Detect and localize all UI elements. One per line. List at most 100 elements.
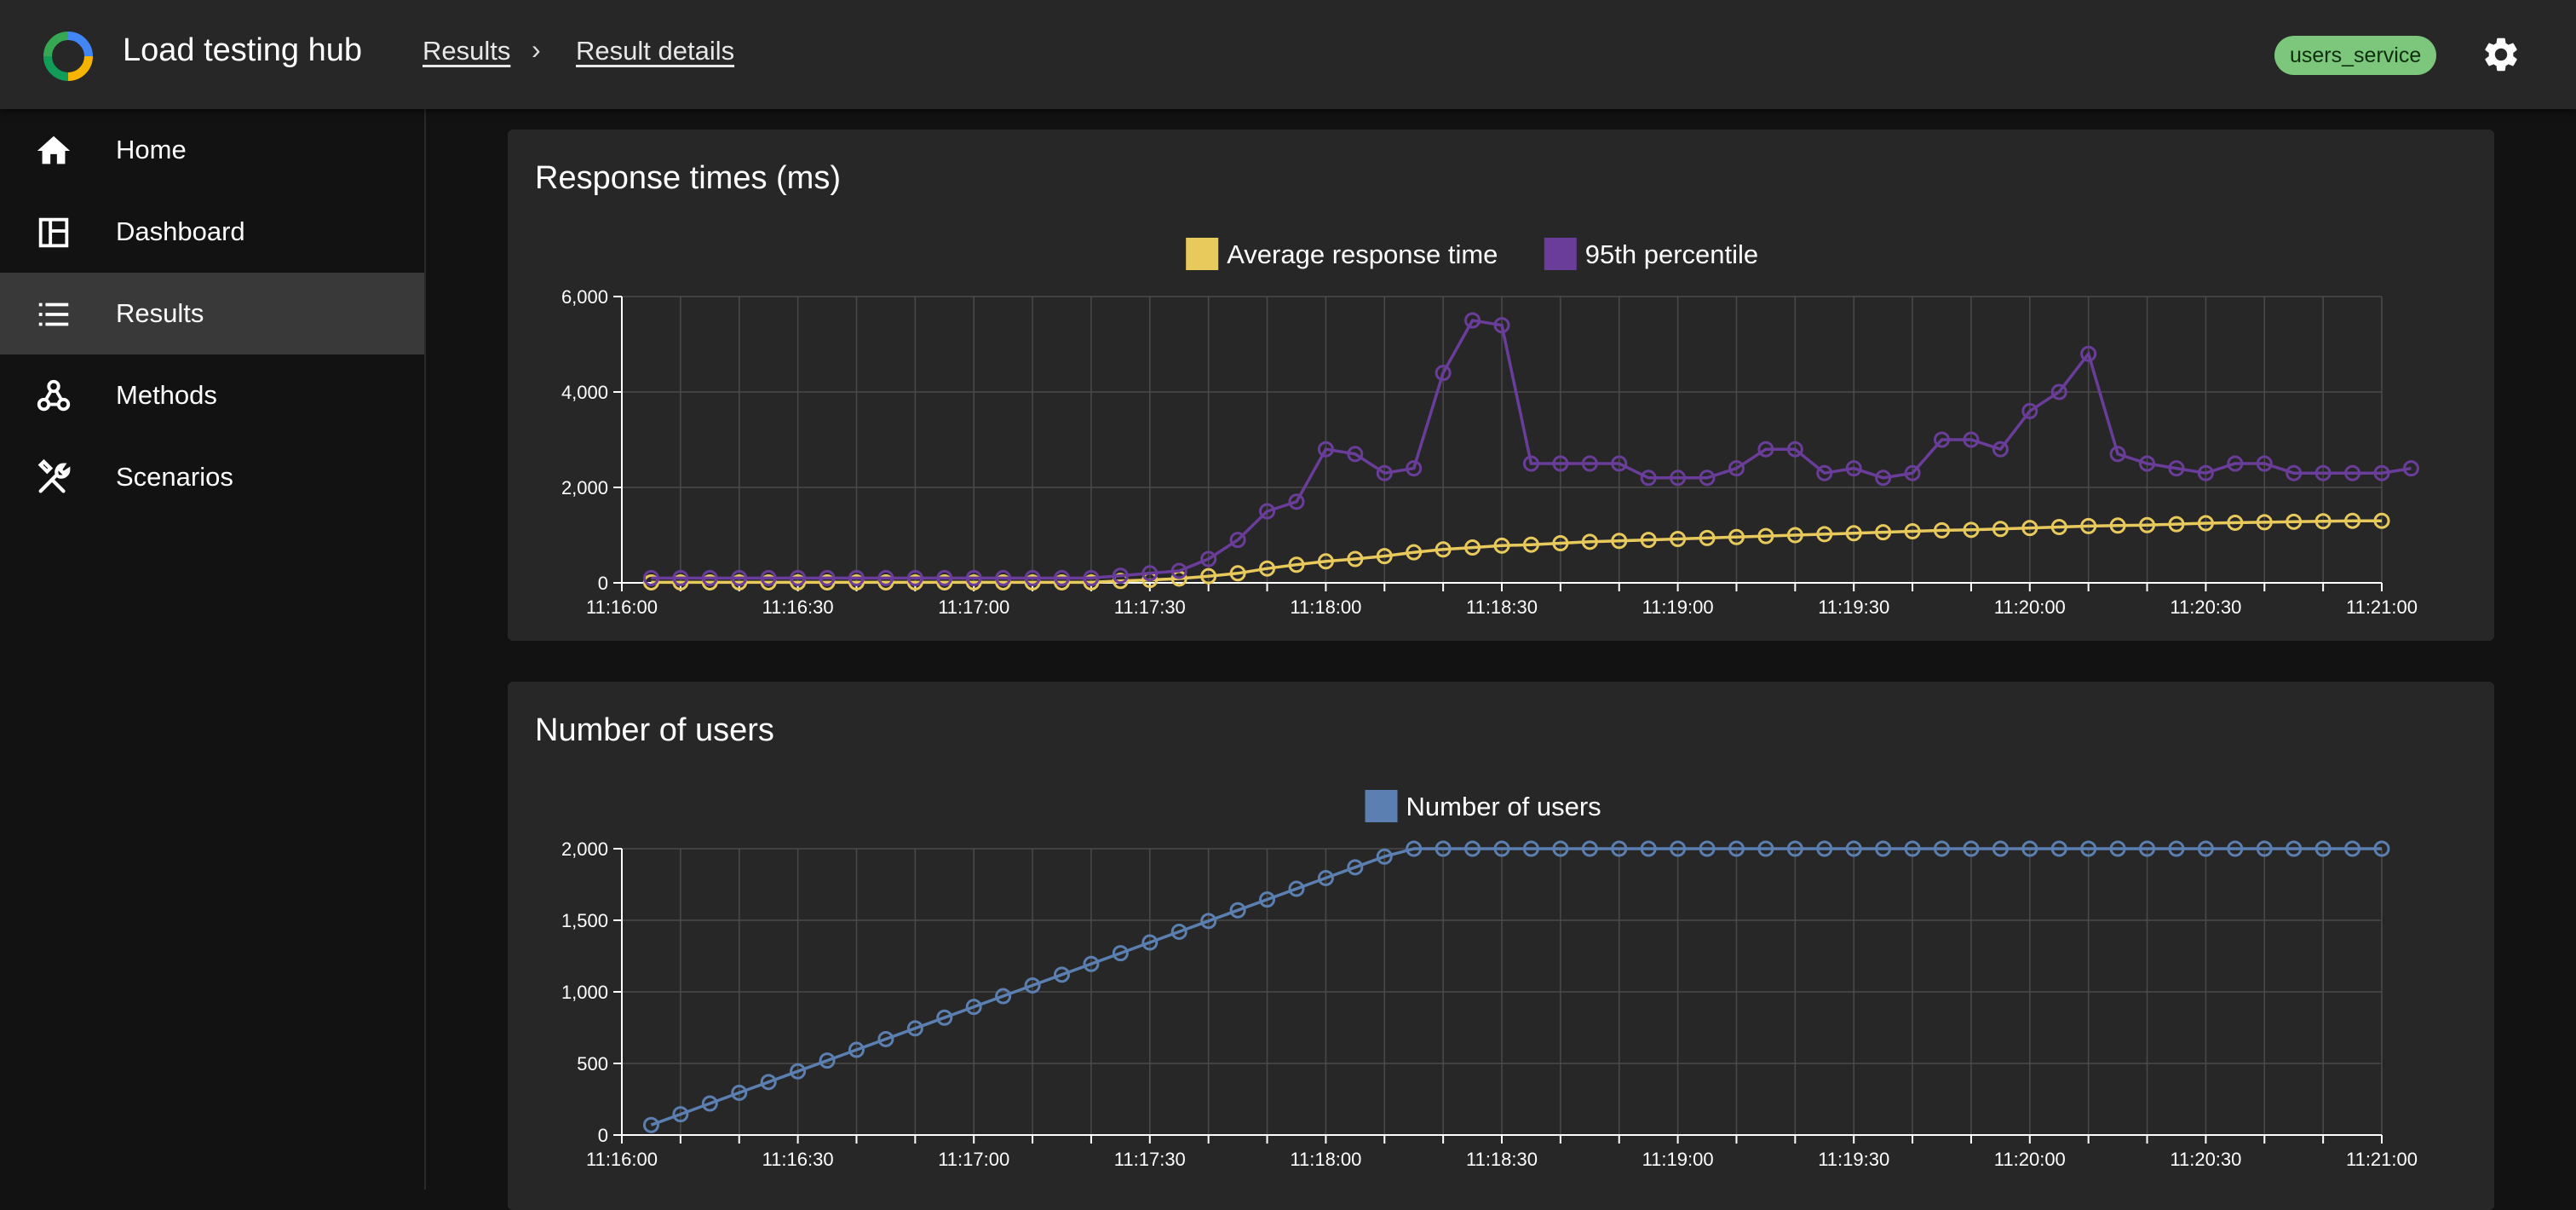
data-point [1317, 869, 1334, 886]
data-point [1406, 840, 1423, 857]
data-point [995, 569, 1012, 586]
sidebar-item-dashboard[interactable]: Dashboard [0, 191, 424, 273]
x-tick-label: 11:19:30 [1818, 596, 1889, 618]
data-point [819, 569, 836, 586]
data-point [1845, 460, 1862, 477]
data-point [906, 1020, 923, 1037]
data-point [1317, 441, 1334, 458]
data-point [1464, 312, 1481, 329]
legend-swatch [1186, 238, 1219, 270]
data-point [1992, 521, 2009, 538]
sidebar-item-label: Home [116, 135, 187, 164]
home-icon [37, 135, 71, 164]
y-tick-label: 6,000 [561, 286, 608, 308]
x-tick-label: 11:18:00 [1290, 1149, 1361, 1170]
x-tick-label: 11:21:00 [2346, 1149, 2418, 1170]
users-card: Number of users Number of users 0 500 1,000… [508, 682, 2494, 1210]
data-point [1552, 535, 1569, 552]
data-point [1670, 840, 1687, 857]
data-point [965, 569, 982, 586]
data-point [2373, 464, 2390, 481]
data-point [1493, 317, 1510, 334]
data-point [1054, 569, 1070, 586]
data-point [1552, 840, 1569, 857]
data-point [1611, 455, 1628, 472]
chart-legend: Number of users [1365, 790, 1601, 822]
y-tick-label: 500 [577, 1053, 608, 1075]
data-point [1464, 840, 1481, 857]
data-point [1816, 464, 1833, 481]
data-point [2314, 464, 2332, 481]
data-point [2080, 345, 2097, 362]
data-point [1522, 455, 1539, 472]
data-point [2197, 464, 2214, 481]
sidebar-item-label: Dashboard [116, 216, 245, 246]
sidebar-item-scenarios[interactable]: Scenarios [0, 436, 424, 518]
data-point [877, 1030, 894, 1047]
data-point [995, 988, 1012, 1005]
data-point [2227, 840, 2244, 857]
data-point [1581, 840, 1598, 857]
data-point [2286, 464, 2303, 481]
breadcrumb-results[interactable]: Results [423, 36, 511, 66]
data-point [1552, 455, 1569, 472]
data-point [819, 1052, 836, 1069]
x-tick-label: 11:20:30 [2170, 1149, 2241, 1170]
data-point [2080, 840, 2097, 857]
data-point [1112, 568, 1129, 585]
data-point [2344, 512, 2361, 529]
gear-icon[interactable] [2481, 34, 2521, 75]
data-point [642, 1116, 659, 1133]
data-point [701, 1095, 718, 1112]
data-point [642, 569, 659, 586]
data-point [906, 569, 923, 586]
y-tick-label: 4,000 [561, 382, 608, 403]
data-point [2021, 520, 2038, 537]
y-tick-label: 0 [598, 1125, 608, 1146]
data-point [2050, 518, 2067, 535]
data-point [1640, 532, 1657, 549]
dashboard-icon [38, 217, 69, 248]
data-point [2139, 516, 2156, 533]
x-tick-label: 11:17:30 [1114, 1149, 1186, 1170]
sidebar-item-methods[interactable]: Methods [0, 354, 424, 436]
data-point [2256, 514, 2273, 531]
x-tick-label: 11:16:00 [586, 1149, 658, 1170]
data-point [2402, 460, 2419, 477]
data-point [790, 1063, 807, 1080]
data-point [2168, 516, 2185, 533]
data-point [936, 1009, 953, 1026]
data-point [1141, 934, 1159, 951]
data-point [1728, 840, 1745, 857]
data-point [2344, 840, 2361, 857]
data-point [731, 569, 748, 586]
sidebar-item-label: Scenarios [116, 462, 233, 492]
sidebar-item-home[interactable]: Home [0, 109, 424, 191]
data-point [1141, 565, 1159, 582]
data-point [1934, 431, 1950, 448]
breadcrumb-result-details[interactable]: Result details [576, 36, 735, 66]
data-point [1699, 470, 1716, 487]
data-point [731, 1084, 748, 1101]
data-point [1317, 553, 1334, 570]
data-point [1670, 470, 1687, 487]
data-point [2314, 513, 2332, 530]
sidebar-item-results[interactable]: Results [0, 273, 424, 354]
tools-icon [37, 458, 71, 493]
x-tick-label: 11:18:30 [1466, 1149, 1538, 1170]
data-point [2109, 517, 2126, 534]
data-point [1845, 840, 1862, 857]
data-point [1728, 460, 1745, 477]
data-point [760, 569, 777, 586]
response-times-chart: Average response time 95th percentile 0 2,0… [561, 238, 2419, 618]
data-point [1963, 521, 1980, 539]
data-point [1816, 526, 1833, 543]
data-point [1522, 840, 1539, 857]
data-point [1347, 446, 1364, 463]
data-point [790, 569, 807, 586]
data-point [1083, 569, 1100, 586]
response-times-card: Response times (ms) Average response tim… [508, 130, 2494, 641]
data-point [1435, 365, 1452, 382]
data-point [1581, 533, 1598, 550]
sidebar: Home Dashboard Results Methods Scenarios [0, 109, 426, 1190]
